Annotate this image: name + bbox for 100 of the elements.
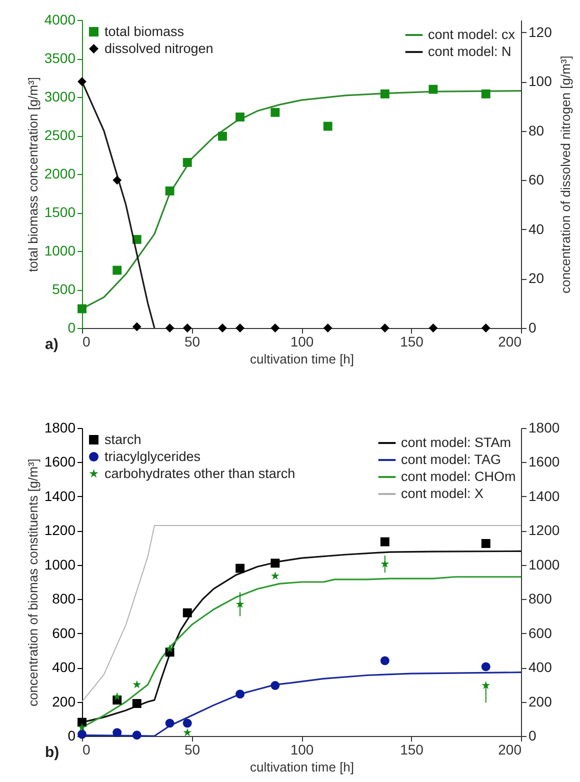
legend-label: cont model: CHOm xyxy=(401,469,516,484)
point xyxy=(182,158,192,167)
point xyxy=(236,564,245,573)
y-tick-label: 2000 xyxy=(44,166,76,182)
point xyxy=(236,324,245,332)
y2-tick-label: 60 xyxy=(528,172,544,188)
y-tick-label: 800 xyxy=(52,590,76,607)
line-series xyxy=(82,525,522,702)
y-tick-label: 600 xyxy=(52,624,76,641)
y2-tick-label: 600 xyxy=(528,624,552,641)
y-tick-label: 0 xyxy=(68,320,76,336)
y2-tick-label: 400 xyxy=(528,659,552,676)
point xyxy=(481,324,490,332)
point xyxy=(112,728,122,738)
point xyxy=(132,322,142,332)
y2-tick-label: 1800 xyxy=(528,420,560,436)
y-tick-label: 1000 xyxy=(44,556,76,572)
y-tick-label: 400 xyxy=(52,659,76,676)
point xyxy=(182,324,192,332)
text: b) xyxy=(45,744,60,761)
x-tick-label: 200 xyxy=(498,334,522,350)
x-tick-label: 100 xyxy=(290,742,314,758)
y2-axis-title: concentration of dissolved nitrogen [g/m³] xyxy=(558,56,573,294)
point xyxy=(323,324,332,332)
y2-tick-label: 200 xyxy=(528,693,552,710)
legend-label: cont model: TAG xyxy=(401,452,502,467)
point xyxy=(165,186,174,196)
point xyxy=(112,176,122,185)
x-tick-label: 50 xyxy=(184,334,200,350)
legend-label: triacylglycerides xyxy=(104,448,201,464)
point xyxy=(428,84,438,94)
point xyxy=(132,730,142,740)
x-tick-label: 150 xyxy=(400,334,424,350)
x-tick-label: 50 xyxy=(184,742,200,758)
y-tick-label: 4000 xyxy=(44,12,76,28)
point xyxy=(323,122,332,131)
y-tick-label: 3500 xyxy=(44,50,76,66)
y-axis-title: total biomass concentration [g/m³] xyxy=(25,76,40,272)
point xyxy=(481,539,490,548)
y2-tick-label: 800 xyxy=(528,590,552,607)
y-tick-label: 1500 xyxy=(44,204,76,220)
legend-label: dissolved nitrogen xyxy=(104,40,214,56)
x-tick-label: 150 xyxy=(400,742,424,758)
point xyxy=(380,537,390,546)
x-tick-label: 200 xyxy=(498,742,522,758)
text: a) xyxy=(45,336,58,353)
x-tick-label: 100 xyxy=(290,334,314,350)
point xyxy=(165,718,174,728)
y-tick-label: 1600 xyxy=(44,454,76,470)
point xyxy=(481,662,490,672)
x-tick-label: 0 xyxy=(82,742,90,758)
point xyxy=(236,112,245,122)
point xyxy=(380,656,390,666)
y2-tick-label: 100 xyxy=(528,73,552,90)
legend-label: cont model: cx xyxy=(428,27,516,42)
point xyxy=(218,132,227,141)
point xyxy=(112,692,122,700)
point xyxy=(112,266,122,275)
point xyxy=(183,728,192,736)
point xyxy=(428,324,438,332)
legend-label: carbohydrates other than starch xyxy=(104,466,296,481)
legend-label: cont model: N xyxy=(428,44,512,59)
point xyxy=(481,89,490,98)
y-tick-label: 3000 xyxy=(44,88,76,104)
point xyxy=(380,324,390,332)
point xyxy=(236,690,245,699)
y2-tick-label: 1200 xyxy=(528,522,560,538)
legend-label: cont model: X xyxy=(401,486,484,501)
y2-tick-label: 120 xyxy=(528,24,552,40)
y2-tick-label: 1000 xyxy=(528,556,560,572)
y-tick-label: 1800 xyxy=(44,420,76,436)
y2-tick-label: 1400 xyxy=(528,488,560,504)
y2-tick-label: 1600 xyxy=(528,454,560,470)
y-tick-label: 1000 xyxy=(44,242,76,258)
y-tick-label: 1400 xyxy=(44,488,76,504)
y2-tick-label: 80 xyxy=(528,122,544,138)
legend-label: total biomass xyxy=(104,24,184,39)
x-tick-label: 0 xyxy=(82,334,90,350)
y-tick-label: 200 xyxy=(52,693,76,710)
point xyxy=(270,324,280,332)
x-axis-title: cultivation time [h] xyxy=(250,352,354,366)
legend-label: starch xyxy=(104,432,142,447)
y-tick-label: 500 xyxy=(52,281,76,297)
point xyxy=(132,680,142,688)
y2-tick-label: 20 xyxy=(528,270,544,286)
point xyxy=(78,722,86,732)
point xyxy=(380,89,390,98)
point xyxy=(482,681,490,690)
point xyxy=(182,718,192,728)
point xyxy=(270,572,280,580)
y-axis-title: concentration of biomas constituents [g/m³] xyxy=(25,458,40,706)
point xyxy=(132,699,142,708)
y-tick-label: 0 xyxy=(68,728,76,744)
y-tick-label: 2500 xyxy=(44,127,76,143)
y2-tick-label: 0 xyxy=(528,728,536,744)
point xyxy=(165,324,174,332)
x-axis-title: cultivation time [h] xyxy=(250,760,354,774)
y2-tick-label: 0 xyxy=(528,320,536,336)
point xyxy=(270,558,280,568)
point xyxy=(78,77,86,86)
